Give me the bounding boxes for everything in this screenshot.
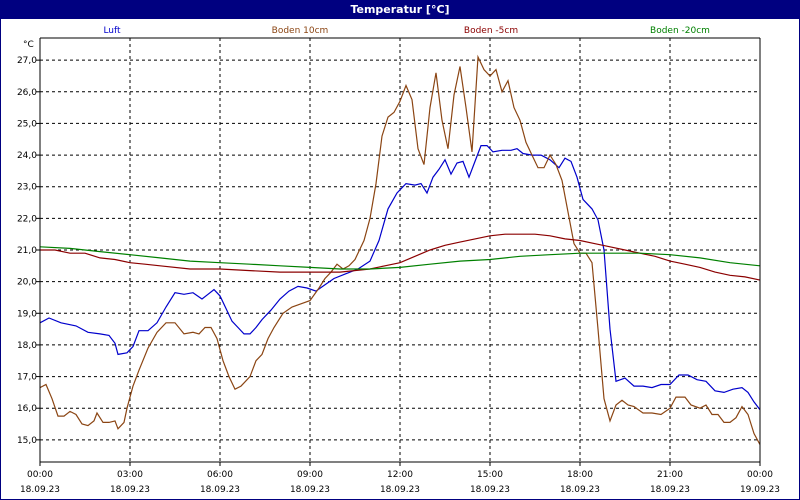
x-tick-date: 18.09.23: [20, 485, 60, 495]
x-tick-time: 09:00: [297, 470, 323, 480]
chart-title: Temperatur [°C]: [1, 1, 799, 19]
y-tick-label: 17,0: [17, 373, 37, 383]
y-tick-label: 22,0: [17, 214, 37, 224]
y-tick-label: 25,0: [17, 119, 37, 129]
y-tick-label: 18,0: [17, 341, 37, 351]
y-axis-unit: °C: [23, 40, 34, 50]
x-tick-date: 18.09.23: [290, 485, 330, 495]
x-tick-date: 19.09.23: [740, 485, 780, 495]
series-line-2: [40, 233, 761, 281]
y-tick-label: 19,0: [17, 309, 37, 319]
series-line-3: [39, 246, 761, 270]
y-tick-label: 26,0: [17, 88, 37, 98]
x-tick-time: 00:00: [27, 470, 53, 480]
y-tick-label: 27,0: [17, 56, 37, 66]
y-tick-label: 15,0: [17, 436, 37, 446]
x-tick-time: 15:00: [477, 470, 503, 480]
legend-entry: Boden -5cm: [464, 26, 518, 36]
x-tick-time: 21:00: [657, 470, 683, 480]
x-tick-date: 18.09.23: [470, 485, 510, 495]
series-line-1: [39, 54, 761, 445]
x-tick-time: 18:00: [567, 470, 593, 480]
x-tick-date: 18.09.23: [650, 485, 690, 495]
legend-entry: Boden -20cm: [650, 26, 710, 36]
y-tick-label: 23,0: [17, 183, 37, 193]
x-tick-time: 03:00: [117, 470, 143, 480]
x-tick-date: 18.09.23: [560, 485, 600, 495]
y-tick-label: 21,0: [17, 246, 37, 256]
y-tick-label: 24,0: [17, 151, 37, 161]
grid-lines: [40, 38, 760, 462]
legend: Luft Boden 10cm Boden -5cm Boden -20cm: [103, 26, 710, 36]
x-tick-date: 18.09.23: [110, 485, 150, 495]
legend-entry: Boden 10cm: [272, 26, 329, 36]
x-tick-time: 06:00: [207, 470, 233, 480]
x-tick-time: 12:00: [387, 470, 413, 480]
legend-entry: Luft: [103, 26, 121, 36]
x-tick-date: 18.09.23: [380, 485, 420, 495]
x-tick-time: 00:00: [747, 470, 773, 480]
x-tick-date: 18.09.23: [200, 485, 240, 495]
series-lines: [39, 54, 761, 445]
y-tick-label: 16,0: [17, 404, 37, 414]
y-tick-label: 20,0: [17, 278, 37, 288]
axes: 15,0 16,0 17,0 18,0 19,0 20,0 21,0 22,0 23,0 24,0…: [17, 37, 780, 495]
series-line-0: [39, 145, 761, 411]
